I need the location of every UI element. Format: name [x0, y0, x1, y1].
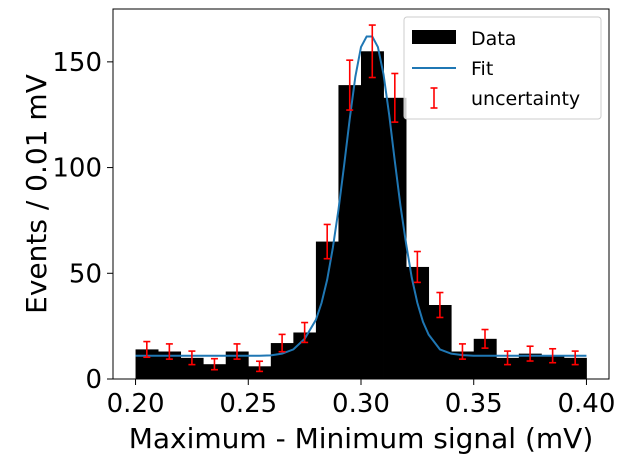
- uncertainty-error-bars: [143, 24, 579, 373]
- error-bar: [549, 347, 557, 364]
- error-bar: [368, 24, 376, 79]
- error-bar: [233, 343, 241, 360]
- histogram-bar: [248, 366, 272, 379]
- x-tick-label: 0.35: [445, 389, 503, 419]
- histogram-bar: [406, 266, 430, 379]
- legend: Data Fit uncertainty: [403, 16, 602, 120]
- histogram-bar: [451, 351, 475, 379]
- error-bar: [346, 59, 354, 111]
- x-tick-label: 0.20: [107, 389, 165, 419]
- histogram-bar: [383, 97, 407, 380]
- y-tick-label: 150: [52, 48, 102, 78]
- histogram-bar: [225, 351, 249, 379]
- error-bar: [256, 360, 264, 373]
- error-bar: [526, 345, 534, 362]
- error-bar: [323, 223, 331, 260]
- histogram-bar: [518, 353, 542, 379]
- legend-label-uncertainty: uncertainty: [471, 88, 580, 110]
- x-axis-label: Maximum - Minimum signal (mV): [129, 422, 594, 455]
- error-bar: [481, 328, 489, 349]
- x-tick-label: 0.30: [332, 389, 390, 419]
- y-axis-label: Events / 0.01 mV: [20, 74, 53, 314]
- x-axis-ticks: 0.20 0.25 0.30 0.35 0.40: [107, 379, 616, 419]
- histogram-bar: [203, 364, 227, 379]
- error-bar: [301, 321, 309, 344]
- y-tick-label: 50: [69, 259, 102, 289]
- histogram-bars: [135, 51, 587, 380]
- fit-layer: [135, 35, 587, 357]
- legend-label-fit: Fit: [471, 58, 493, 80]
- error-bar: [165, 343, 173, 360]
- x-tick-label: 0.40: [558, 389, 616, 419]
- histogram-bar: [541, 355, 565, 379]
- histogram-bar: [361, 51, 384, 380]
- histogram-bar: [135, 349, 159, 379]
- error-bar: [278, 333, 286, 353]
- histogram-bar: [473, 338, 497, 379]
- histogram-bar: [338, 85, 362, 379]
- error-bar: [571, 350, 579, 366]
- x-tick-label: 0.25: [219, 389, 277, 419]
- legend-uncertainty-swatch: [430, 87, 438, 109]
- fit-curve: [135, 35, 587, 357]
- legend-data-swatch: [412, 30, 456, 44]
- error-bar: [210, 357, 218, 371]
- y-axis-ticks: 0 50 100 150: [52, 48, 113, 395]
- error-bar: [436, 291, 444, 319]
- y-tick-label: 0: [85, 365, 102, 395]
- error-bar: [458, 343, 466, 360]
- error-bar: [188, 350, 196, 366]
- error-bar: [413, 250, 421, 284]
- error-bar: [391, 72, 399, 123]
- histogram-bar: [563, 357, 587, 379]
- histogram-bar: [180, 357, 204, 379]
- histogram-bar: [315, 241, 339, 379]
- histogram-bar: [158, 351, 182, 379]
- histogram-bar: [428, 305, 452, 379]
- legend-label-data: Data: [471, 28, 516, 50]
- y-tick-label: 100: [52, 154, 102, 184]
- error-bar: [143, 340, 151, 359]
- error-bar: [504, 350, 512, 366]
- histogram-bar: [496, 357, 520, 379]
